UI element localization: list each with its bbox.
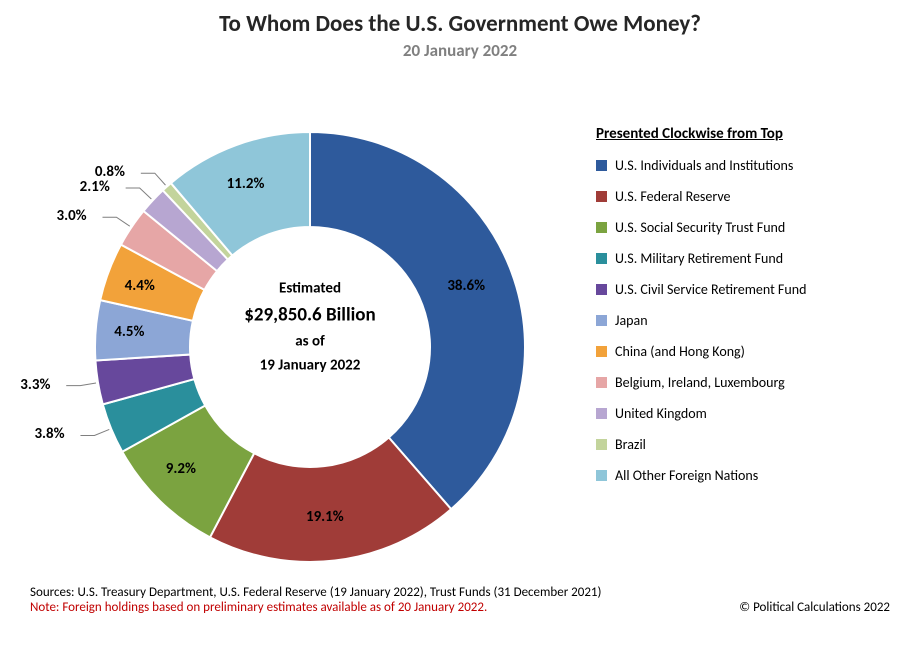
legend-column: Presented Clockwise from Top U.S. Indivi… [590, 67, 890, 498]
center-line-3: as of [244, 333, 375, 351]
legend-item: Brazil [596, 436, 890, 453]
legend-label: U.S. Federal Reserve [615, 188, 731, 205]
center-line-1: Estimated [244, 280, 375, 298]
legend-label: Belgium, Ireland, Luxembourg [615, 374, 785, 391]
donut-center-text: Estimated $29,850.6 Billion as of 19 Jan… [244, 280, 375, 375]
footer: Sources: U.S. Treasury Department, U.S. … [30, 585, 890, 615]
legend-items: U.S. Individuals and Institutions U.S. Fe… [596, 157, 890, 484]
donut-column: Estimated $29,850.6 Billion as of 19 Jan… [30, 67, 590, 587]
legend-label: U.S. Military Retirement Fund [615, 250, 783, 267]
legend-swatch [596, 346, 607, 357]
legend-swatch [596, 160, 607, 171]
slice-label: 3.3% [20, 376, 50, 394]
legend-swatch [596, 284, 607, 295]
legend-label: United Kingdom [615, 405, 707, 422]
slice-label: 4.5% [114, 323, 144, 341]
legend-swatch [596, 439, 607, 450]
footer-left: Sources: U.S. Treasury Department, U.S. … [30, 585, 601, 615]
chart-title: To Whom Does the U.S. Government Owe Mon… [30, 10, 890, 38]
legend-swatch [596, 470, 607, 481]
legend-label: U.S. Civil Service Retirement Fund [615, 281, 806, 298]
legend-label: U.S. Individuals and Institutions [615, 157, 793, 174]
chart-container: To Whom Does the U.S. Government Owe Mon… [0, 0, 910, 661]
main-row: Estimated $29,850.6 Billion as of 19 Jan… [30, 67, 890, 587]
slice-label: 4.4% [125, 277, 155, 295]
center-line-4: 19 January 2022 [244, 357, 375, 375]
legend-item: Japan [596, 312, 890, 329]
legend-item: All Other Foreign Nations [596, 467, 890, 484]
footer-note: Note: Foreign holdings based on prelimin… [30, 600, 601, 615]
legend-item: U.S. Individuals and Institutions [596, 157, 890, 174]
leader-line [126, 188, 152, 199]
legend-swatch [596, 315, 607, 326]
legend-item: U.S. Social Security Trust Fund [596, 219, 890, 236]
legend-swatch [596, 253, 607, 264]
slice-label: 38.6% [447, 277, 485, 295]
legend-label: China (and Hong Kong) [615, 343, 745, 360]
legend-item: U.S. Civil Service Retirement Fund [596, 281, 890, 298]
slice-label: 3.8% [34, 425, 64, 443]
legend-heading: Presented Clockwise from Top [596, 125, 890, 143]
footer-copyright: © Political Calculations 2022 [739, 600, 890, 615]
legend-item: United Kingdom [596, 405, 890, 422]
chart-subtitle: 20 January 2022 [30, 40, 890, 61]
slice-label: 19.1% [306, 508, 344, 526]
legend-swatch [596, 377, 607, 388]
legend-label: Brazil [615, 436, 646, 453]
leader-line [102, 217, 129, 226]
legend-label: All Other Foreign Nations [615, 467, 758, 484]
legend-item: U.S. Military Retirement Fund [596, 250, 890, 267]
legend-item: Belgium, Ireland, Luxembourg [596, 374, 890, 391]
leader-line [141, 173, 166, 185]
center-line-2: $29,850.6 Billion [244, 304, 375, 327]
legend-label: U.S. Social Security Trust Fund [615, 219, 785, 236]
legend-item: China (and Hong Kong) [596, 343, 890, 360]
legend-swatch [596, 191, 607, 202]
slice-label: 11.2% [227, 175, 265, 193]
legend-swatch [596, 222, 607, 233]
slice-label: 9.2% [166, 460, 196, 478]
slice-label: 3.0% [56, 207, 86, 225]
leader-line [80, 429, 109, 435]
legend-item: U.S. Federal Reserve [596, 188, 890, 205]
legend-swatch [596, 408, 607, 419]
leader-line [66, 383, 96, 386]
legend-label: Japan [615, 312, 648, 329]
slice-label: 0.8% [95, 163, 125, 181]
footer-sources: Sources: U.S. Treasury Department, U.S. … [30, 585, 601, 600]
